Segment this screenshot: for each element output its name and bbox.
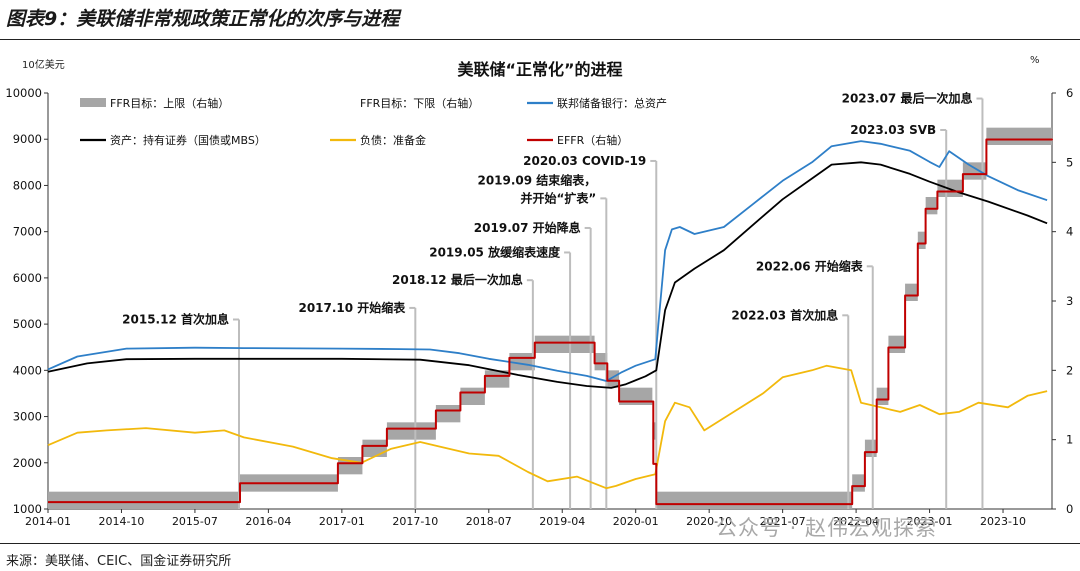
ffr-target-band-segment: [864, 439, 877, 457]
series-line-联邦储备银行：总资产: [47, 140, 1048, 382]
x-axis-tick-label: 2020-01: [613, 515, 659, 528]
series-line-负债：准备金: [47, 364, 1048, 490]
source-note: 来源：美联储、CEIC、国金证券研究所: [6, 554, 232, 569]
left-axis-tick-label: 4000: [13, 363, 42, 377]
annotation-label: 2023.03 SVB: [850, 123, 936, 137]
ffr-target-band-segment: [888, 335, 906, 353]
legend-swatch: [329, 97, 357, 108]
left-axis-tick-label: 6000: [13, 271, 42, 285]
right-axis-tick-label: 3: [1066, 294, 1073, 308]
ffr-target-band-segment: [917, 231, 926, 249]
x-axis-tick-label: 2017-10: [392, 515, 438, 528]
legend-label: 联邦储备银行：总资产: [557, 96, 667, 110]
right-axis-tick-label: 5: [1066, 155, 1073, 169]
left-axis-tick-label: 1000: [13, 502, 42, 516]
footer-divider: [0, 543, 1080, 544]
left-axis-tick-label: 5000: [13, 317, 42, 331]
left-axis-tick-label: 2000: [13, 456, 42, 470]
ffr-target-band-segment: [484, 370, 510, 388]
legend-label: EFFR（右轴）: [557, 133, 628, 147]
x-axis-tick-label: 2014-01: [25, 515, 71, 528]
ffr-target-band-segment: [876, 387, 889, 405]
annotation-label: 2020.03 COVID-19: [523, 154, 646, 168]
ffr-target-band-segment: [986, 127, 1052, 145]
right-axis-tick-label: 4: [1066, 225, 1073, 239]
ffr-target-band-segment: [962, 162, 987, 180]
left-axis-tick-label: 8000: [13, 178, 42, 192]
left-axis-tick-label: 10000: [5, 86, 42, 100]
x-axis-tick-label: 2021-07: [760, 515, 806, 528]
x-axis-tick-label: 2022-04: [833, 515, 879, 528]
ffr-target-band-segment: [905, 283, 918, 301]
right-axis-unit: %: [1030, 55, 1040, 66]
annotation-label: 2022.06 开始缩表: [756, 258, 864, 273]
annotation-label: 2019.07 开始降息: [474, 220, 581, 235]
legend-swatch: [80, 98, 106, 107]
annotation-label: 2015.12 首次加息: [122, 311, 229, 326]
ffr-target-band-segment: [656, 491, 853, 509]
ffr-target-band-segment: [460, 387, 485, 405]
ffr-target-band-segment: [852, 474, 865, 492]
x-axis-tick-label: 2018-07: [466, 515, 512, 528]
watermark: 公众号 · 赵伟宏观探索: [716, 516, 938, 540]
legend-label: FFR目标：下限（右轴）: [360, 96, 479, 110]
left-axis-tick-label: 3000: [13, 410, 42, 424]
annotation-label: 并开始“扩表”: [521, 190, 597, 205]
right-axis-tick-label: 1: [1066, 433, 1073, 447]
ffr-target-band-segment: [48, 491, 240, 509]
ffr-target-band-segment: [607, 370, 620, 388]
x-axis-tick-label: 2023-10: [980, 515, 1026, 528]
right-axis-tick-label: 0: [1066, 502, 1073, 516]
legend-label: 负债：准备金: [360, 133, 426, 147]
series-line-EFFR（右轴）: [48, 138, 1053, 506]
annotation-label: 2022.03 首次加息: [731, 307, 838, 322]
x-axis-tick-label: 2015-07: [172, 515, 218, 528]
legend-label: FFR目标：上限（右轴）: [110, 96, 229, 110]
x-axis-tick-label: 2016-04: [245, 515, 291, 528]
annotation-label: 2019.05 放缓缩表速度: [429, 244, 561, 259]
x-axis-tick-label: 2020-10: [686, 515, 732, 528]
x-axis-tick-label: 2019-04: [539, 515, 585, 528]
ffr-target-band-segment: [534, 335, 595, 353]
ffr-target-band-segment: [435, 405, 461, 423]
series-line-资产：持有证券（国债或MBS）: [47, 161, 1048, 389]
ffr-target-band-segment: [925, 197, 938, 215]
x-axis-tick-label: 2017-01: [319, 515, 365, 528]
ffr-target-band-segment: [652, 422, 657, 440]
left-axis-unit: 10亿美元: [22, 58, 65, 71]
title-divider: [0, 39, 1080, 40]
ffr-target-band-segment: [594, 353, 608, 371]
left-axis-tick-label: 7000: [13, 225, 42, 239]
annotation-label: 2018.12 最后一次加息: [392, 272, 523, 287]
ffr-target-band-segment: [386, 422, 436, 440]
figure-title: 图表9：美联储非常规政策正常化的次序与进程: [6, 8, 400, 30]
left-axis-tick-label: 9000: [13, 132, 42, 146]
ffr-target-band-segment: [362, 439, 387, 457]
x-axis-tick-label: 2014-10: [98, 515, 144, 528]
annotation-label: 2017.10 开始缩表: [298, 300, 406, 315]
legend-label: 资产：持有证券（国债或MBS）: [110, 133, 266, 147]
right-axis-tick-label: 6: [1066, 86, 1073, 100]
x-axis-tick-label: 2023-01: [907, 515, 953, 528]
annotation-label: 2019.09 结束缩表，: [477, 172, 596, 187]
right-axis-tick-label: 2: [1066, 363, 1073, 377]
annotation-label: 2023.07 最后一次加息: [842, 91, 973, 106]
chart: 美联储“正常化”的进程 10亿美元 % 1000 2000 3000 4000 5000 600…: [5, 55, 1073, 528]
chart-title: 美联储“正常化”的进程: [457, 60, 622, 79]
